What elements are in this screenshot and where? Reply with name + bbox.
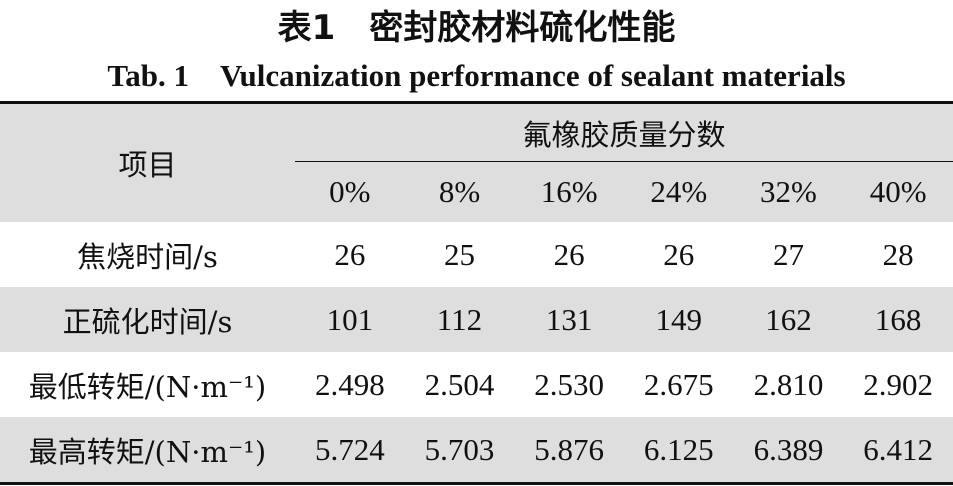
column-header: 24% — [623, 161, 734, 222]
cell: 5.724 — [295, 417, 405, 484]
row-label: 最低转矩/(N·m⁻¹) — [28, 369, 267, 404]
cell: 26 — [553, 236, 585, 272]
cell: 112 — [404, 287, 515, 352]
header-row: 项目 氟橡胶质量分数 — [0, 102, 953, 222]
row-label: 焦烧时间/s — [77, 239, 218, 274]
table-body: 项目 氟橡胶质量分数 0% 8% 16% 24% 32% 40% 焦烧时间/s 26 25 26… — [0, 102, 953, 484]
cell: 28 — [882, 236, 914, 272]
cell: 2.530 — [534, 366, 605, 402]
table-row: 焦烧时间/s 26 25 26 26 27 28 — [0, 222, 953, 287]
cell: 101 — [295, 287, 405, 352]
cell: 168 — [843, 287, 953, 352]
column-header: 0% — [295, 161, 405, 222]
cell: 5.703 — [404, 417, 515, 484]
cell: 6.412 — [843, 417, 953, 484]
cell: 2.902 — [863, 366, 934, 402]
column-header: 8% — [404, 161, 515, 222]
cell: 2.498 — [314, 366, 385, 402]
header-row: 0% 8% 16% 24% 32% 40% — [0, 161, 953, 222]
column-header: 40% — [843, 161, 953, 222]
cell: 2.810 — [753, 366, 824, 402]
cell: 6.389 — [733, 417, 844, 484]
column-header: 32% — [733, 161, 844, 222]
title: 表1 密封胶材料硫化性能 — [277, 8, 676, 48]
row-label: 最高转矩/(N·m⁻¹) — [0, 417, 295, 484]
cell: 131 — [514, 287, 624, 352]
table-row: 最低转矩/(N·m⁻¹) 2.498 2.504 2.530 2.675 2.810 2.9… — [0, 352, 953, 417]
cell: 162 — [733, 287, 844, 352]
cell: 26 — [334, 236, 366, 272]
cell: 27 — [772, 236, 804, 272]
table-row: 正硫化时间/s 101 112 131 149 162 168 — [0, 287, 953, 352]
cell: 149 — [623, 287, 734, 352]
subtitle: Tab. 1 Vulcanization performance of seal… — [107, 58, 846, 93]
cell: 5.876 — [514, 417, 624, 484]
corner-cell: 项目 — [0, 102, 295, 222]
cell: 26 — [663, 236, 695, 272]
row-label: 正硫化时间/s — [0, 287, 295, 352]
table: 项目 氟橡胶质量分数 0% 8% 16% 24% 32% 40% 焦烧时间/s 26 25 26… — [0, 101, 953, 485]
table-row: 最高转矩/(N·m⁻¹) 5.724 5.703 5.876 6.125 6.389 6.4… — [0, 417, 953, 484]
cell: 6.125 — [623, 417, 734, 484]
cell: 25 — [443, 236, 475, 272]
group-header: 氟橡胶质量分数 — [295, 102, 953, 162]
cell: 2.675 — [643, 366, 714, 402]
cell: 2.504 — [424, 366, 495, 402]
column-header: 16% — [514, 161, 624, 222]
